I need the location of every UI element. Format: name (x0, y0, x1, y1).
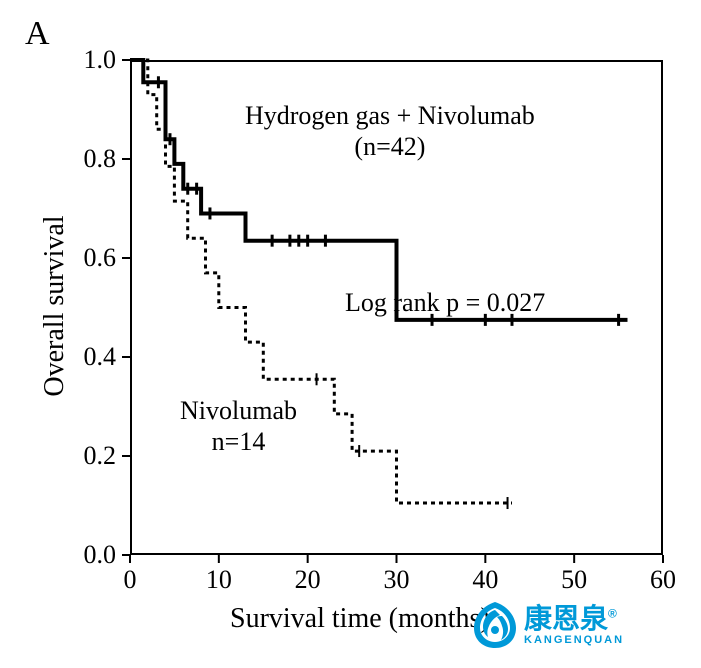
figure-canvas: A Overall survival Survival time (months… (0, 0, 701, 668)
ytick-label: 0.4 (72, 342, 116, 372)
xtick-label: 20 (288, 565, 328, 595)
ytick-label: 0.6 (72, 243, 116, 273)
logo-text-bottom: KANGENQUAN (524, 635, 624, 646)
registered-mark: ® (608, 606, 617, 620)
ytick-label: 0.2 (72, 441, 116, 471)
brand-logo: 康恩泉® KANGENQUAN (470, 600, 624, 650)
ytick-label: 1.0 (72, 45, 116, 75)
xtick-label: 30 (377, 565, 417, 595)
xtick-label: 60 (643, 565, 683, 595)
xtick-label: 40 (465, 565, 505, 595)
logo-text-top: 康恩泉® (524, 605, 624, 633)
xtick-label: 10 (199, 565, 239, 595)
logo-icon (470, 600, 520, 650)
xtick-label: 50 (554, 565, 594, 595)
xtick-label: 0 (110, 565, 150, 595)
ytick-label: 0.8 (72, 144, 116, 174)
